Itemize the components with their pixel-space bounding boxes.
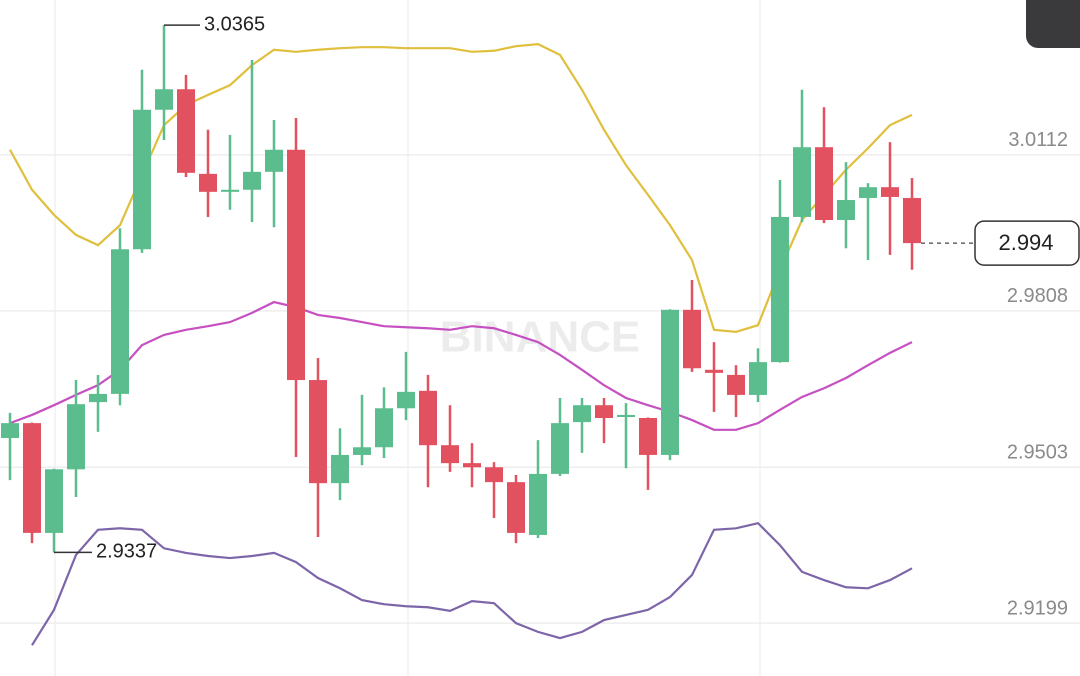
y-tick-label: 3.0112 bbox=[1008, 129, 1068, 151]
y-tick-label: 2.9503 bbox=[1007, 442, 1068, 464]
candle-body bbox=[617, 414, 635, 417]
candle-body bbox=[199, 173, 217, 192]
plot: 3.0365 2.9337 2.994 bbox=[1, 13, 1080, 646]
y-tick-label: 2.9199 bbox=[1007, 597, 1068, 619]
candle-body bbox=[309, 380, 327, 484]
candle-body bbox=[287, 149, 305, 381]
candle-body bbox=[111, 249, 129, 394]
candle-body bbox=[155, 89, 173, 110]
candle-body bbox=[793, 147, 811, 217]
overlay-button[interactable] bbox=[1026, 0, 1080, 48]
band-line bbox=[9, 42, 913, 333]
candle-body bbox=[353, 447, 371, 455]
candle-body bbox=[375, 408, 393, 448]
low-label: 2.9337 bbox=[96, 541, 157, 563]
price-box bbox=[974, 220, 1080, 266]
candle-body bbox=[705, 369, 723, 373]
candle-body bbox=[419, 390, 437, 446]
candle-body bbox=[749, 362, 767, 395]
high-label: 3.0365 bbox=[204, 13, 265, 35]
candle-body bbox=[463, 463, 481, 468]
candle-body bbox=[331, 454, 349, 484]
candle-body bbox=[639, 418, 657, 455]
candle-body bbox=[45, 469, 63, 533]
candle-body bbox=[903, 197, 921, 244]
candle-body bbox=[507, 482, 525, 533]
candle-body bbox=[177, 89, 195, 173]
candle-body bbox=[727, 374, 745, 395]
candle-body bbox=[23, 423, 41, 533]
candle-body bbox=[661, 309, 679, 455]
candle-body bbox=[67, 404, 85, 470]
candle-body bbox=[683, 309, 701, 369]
candle-body bbox=[529, 473, 547, 535]
price-label: 2.994 bbox=[998, 230, 1053, 255]
grid: 3.0112 2.9808 2.9503 2.9199 bbox=[0, 129, 1080, 624]
candle-body bbox=[485, 467, 503, 483]
candle-body bbox=[551, 423, 569, 474]
candle-body bbox=[881, 187, 899, 197]
candle-body bbox=[815, 147, 833, 221]
candle-body bbox=[837, 200, 855, 221]
candle-body bbox=[133, 109, 151, 250]
watermark: BINANCE bbox=[440, 313, 640, 362]
candle-body bbox=[221, 189, 239, 192]
candle-body bbox=[265, 149, 283, 172]
candle-body bbox=[595, 405, 613, 419]
candle-body bbox=[89, 393, 107, 403]
candle-body bbox=[1, 423, 19, 439]
candle-body bbox=[441, 445, 459, 464]
candle-body bbox=[243, 171, 261, 190]
candle-body bbox=[397, 391, 415, 409]
candle-body bbox=[771, 216, 789, 363]
band-line bbox=[31, 521, 913, 646]
candle-body bbox=[859, 187, 877, 198]
band-line bbox=[9, 300, 913, 431]
candle-body bbox=[573, 405, 591, 423]
y-tick-label: 2.9808 bbox=[1007, 285, 1068, 307]
